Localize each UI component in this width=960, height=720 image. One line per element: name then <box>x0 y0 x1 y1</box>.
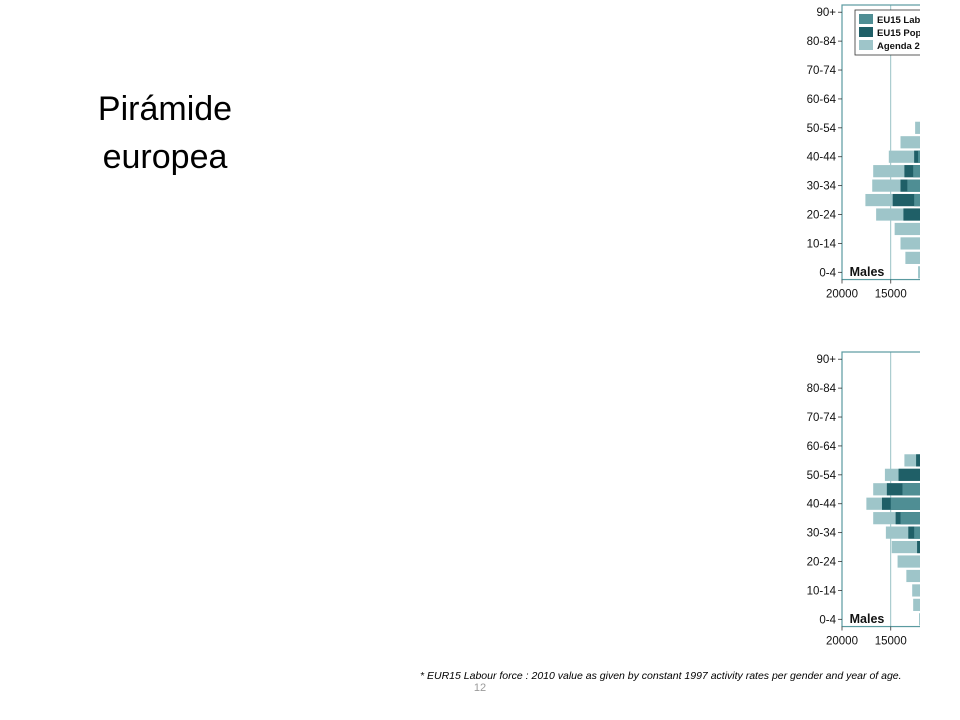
p1-bar-male-labour-25-29 <box>914 193 920 207</box>
p2-bar-male-labour-30-34 <box>914 526 920 539</box>
p1-male-panel-frame <box>841 4 920 281</box>
p2-bar-male-labour-45-49 <box>902 483 920 496</box>
p2-bar-male-labour-40-44 <box>890 497 920 510</box>
p1-males-label: Males <box>850 265 885 279</box>
p2-bar-male-population-50-54 <box>898 468 920 481</box>
slide-title-line1: Pirámide <box>97 90 233 128</box>
p2-age-tick-label-left: 90+ <box>816 354 836 366</box>
p2-bar-male-agenda-5-9 <box>913 598 920 611</box>
p2-bar-male-labour-35-39 <box>900 512 920 525</box>
page-number: 12 <box>473 682 487 694</box>
p2-bar-male-agenda-20-24 <box>897 555 920 568</box>
p1-legend-swatch <box>859 40 873 50</box>
p2-age-tick-label-left: 60-64 <box>807 441 837 453</box>
p1-bar-male-labour-30-34 <box>907 179 920 192</box>
p1-age-tick-label-left: 90+ <box>816 7 836 19</box>
footnote: * EUR15 Labour force : 2010 value as giv… <box>420 670 902 682</box>
population-pyramids-figure: 1920192519301935194019451950195519601965… <box>807 4 920 648</box>
p2-age-tick-label-left: 80-84 <box>807 383 837 395</box>
p1-age-tick-label-left: 70-74 <box>807 65 837 77</box>
p2-age-tick-label-left: 20-24 <box>807 557 837 569</box>
p1-bar-male-labour-35-39 <box>913 165 920 178</box>
p1-legend-label: Agenda 2000 pop. <box>877 41 920 52</box>
p1-legend-swatch <box>859 14 873 24</box>
p1-legend-swatch <box>859 27 873 37</box>
p1-bar-male-agenda-45-49 <box>900 136 920 149</box>
p2-bar-male-population-25-29 <box>917 540 920 554</box>
p1-age-tick-label-left: 0-4 <box>819 267 836 279</box>
p2-bar-male-agenda-25-29 <box>891 540 920 554</box>
p1-bar-male-agenda-50-54 <box>915 121 920 134</box>
p1-x-tick-label-male: 20000 <box>826 289 858 301</box>
p1-bar-male-agenda-40-44 <box>888 150 920 163</box>
p1-bar-male-agenda-10-14 <box>900 237 920 250</box>
p1-bar-male-population-40-44 <box>914 150 920 163</box>
p2-males-label: Males <box>850 612 885 626</box>
p1-age-tick-label-left: 50-54 <box>807 123 837 135</box>
slide-title-line2: europea <box>102 138 228 176</box>
p2-x-tick-label-male: 20000 <box>826 636 858 648</box>
p1-legend-label: EU15 Population <box>877 28 920 39</box>
p2-age-tick-label-left: 70-74 <box>807 412 837 424</box>
p1-legend-label: EU15 Labour force* <box>877 15 920 26</box>
p1-age-tick-label-left: 30-34 <box>807 181 837 193</box>
p1-bar-male-agenda-15-19 <box>894 222 920 236</box>
p2-bar-male-agenda-15-19 <box>906 569 920 583</box>
p2-bar-male-agenda-0-4 <box>919 613 920 626</box>
p1-bar-male-population-20-24 <box>903 208 920 221</box>
p1-x-tick-label-male: 15000 <box>875 289 907 301</box>
p1-bar-male-agenda-0-4 <box>918 266 920 279</box>
p2-age-tick-label-left: 10-14 <box>807 585 837 597</box>
p1-bar-male-population-25-29 <box>892 193 920 207</box>
p2-male-panel-frame <box>841 351 920 628</box>
p2-age-tick-label-left: 0-4 <box>819 614 836 626</box>
p1-age-tick-label-left: 60-64 <box>807 94 837 106</box>
p2-bar-male-population-55-59 <box>916 454 920 467</box>
p2-age-tick-label-left: 40-44 <box>807 499 837 511</box>
slide-title: Pirámide europea <box>40 85 290 181</box>
p1-age-tick-label-left: 80-84 <box>807 36 837 48</box>
p2-age-tick-label-left: 50-54 <box>807 470 837 482</box>
p2-x-tick-label-male: 15000 <box>875 636 907 648</box>
p2-bar-male-agenda-10-14 <box>912 584 920 597</box>
p2-age-tick-label-left: 30-34 <box>807 528 837 540</box>
p1-age-tick-label-left: 10-14 <box>807 238 837 250</box>
p1-age-tick-label-left: 20-24 <box>807 210 837 222</box>
p1-bar-male-agenda-5-9 <box>905 251 920 264</box>
p1-bar-male-labour-40-44 <box>918 150 920 163</box>
p1-age-tick-label-left: 40-44 <box>807 152 837 164</box>
